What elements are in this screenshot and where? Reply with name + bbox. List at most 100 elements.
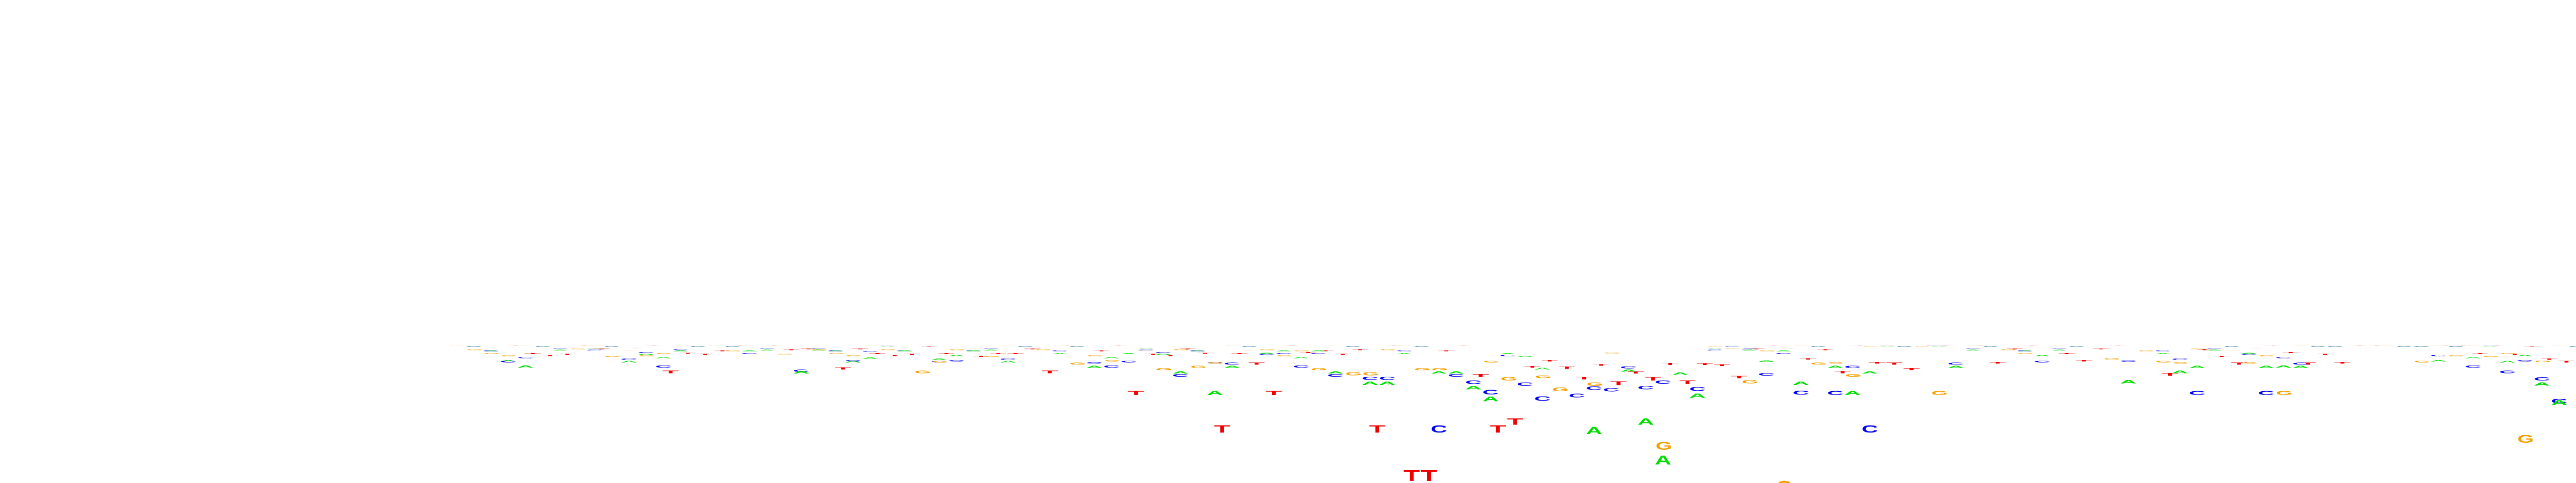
logo-letter-c: C: [845, 360, 861, 362]
logo-letter-a: A: [896, 350, 913, 352]
logo-letter-t: T: [1300, 352, 1317, 354]
logo-letter-c: C: [2172, 358, 2189, 361]
logo-letter-t: T: [2438, 346, 2454, 347]
logo-letter-t: T: [1611, 380, 1627, 386]
logo-letter-c: C: [1724, 346, 1740, 347]
logo-letter-t: T: [1283, 346, 1299, 347]
logo-letter-t: T: [1403, 467, 1420, 483]
logo-letter-a: A: [793, 370, 810, 375]
logo-letter-t: T: [2472, 353, 2489, 354]
logo-letter-a: A: [1327, 371, 1344, 374]
logo-letter-a: A: [1620, 369, 1637, 372]
logo-letter-c: C: [862, 351, 879, 352]
logo-letter-t: T: [524, 353, 541, 354]
logo-letter-a: A: [1396, 353, 1413, 355]
logo-letter-a: A: [2275, 365, 2292, 368]
logo-letter-g: G: [1345, 371, 1362, 376]
logo-letter-g: G: [604, 356, 621, 357]
logo-letter-g: G: [1138, 349, 1155, 350]
logo-letter-a: A: [1086, 365, 1103, 369]
logo-letter-c: C: [1603, 387, 1620, 392]
logo-letter-t: T: [2300, 362, 2316, 365]
logo-column: G A T C: [2242, 362, 2316, 397]
logo-letter-t: T: [1024, 349, 1041, 350]
logo-letter-c: C: [1948, 362, 1964, 365]
logo-letter-a: A: [1069, 346, 1086, 347]
logo-letter-a: A: [862, 357, 879, 359]
logo-letter-a: A: [603, 346, 620, 347]
logo-letter-a: A: [1241, 346, 1258, 347]
logo-letter-t: T: [1369, 423, 1386, 435]
logo-letter-a: A: [2155, 353, 2171, 355]
logo-letter-c: C: [1499, 355, 1516, 356]
logo-letter-a: A: [1414, 346, 1430, 347]
logo-letter-t: T: [1869, 362, 1885, 364]
logo-letter-g: G: [880, 349, 897, 350]
logo-letter-g: G: [2242, 362, 2258, 364]
logo-letter-a: A: [1517, 356, 1533, 357]
logo-letter-t: T: [938, 353, 955, 354]
logo-column: A T CG: [1741, 358, 1816, 385]
logo-letter-t: T: [1162, 355, 1179, 356]
logo-letter-t: T: [869, 353, 886, 354]
logo-letter-g: G: [1501, 376, 1517, 382]
logo-letter-c: C: [2258, 390, 2274, 397]
logo-letter-t: T: [1473, 373, 1489, 378]
logo-column: ACG T: [1363, 371, 1437, 483]
logo-letter-g: G: [932, 360, 948, 363]
logo-letter-c: C: [1827, 390, 1844, 397]
logo-letter-a: A: [1948, 365, 1964, 369]
logo-letter-c: C: [2499, 370, 2516, 375]
logo-letter-g: G: [1724, 348, 1741, 349]
logo-letter-t: T: [2575, 364, 2576, 367]
logo-letter-a: A: [1845, 390, 1861, 397]
logo-letter-a: A: [1775, 350, 1792, 352]
logo-letter-a: A: [2310, 346, 2326, 347]
logo-letter-c: C: [1792, 389, 1809, 396]
logo-letter-c: C: [1586, 385, 1602, 391]
logo-letter-g: G: [1070, 362, 1086, 365]
logo-letter-t: T: [1335, 354, 1351, 355]
logo-letter-a: A: [2120, 379, 2136, 384]
logo-letter-a: A: [1155, 354, 1172, 355]
logo-letter-c: C: [1206, 362, 1223, 364]
logo-letter-a: A: [1792, 380, 1809, 386]
logo-letter-t: T: [1318, 350, 1334, 352]
logo-letter-t: T: [2093, 349, 2110, 350]
logo-letter-t: T: [1421, 467, 1437, 483]
logo-letter-a: A: [1965, 350, 1981, 351]
logo-letter-a: A: [2051, 350, 2068, 351]
logo-letter-a: A: [1310, 350, 1327, 352]
logo-letter-t: T: [679, 353, 696, 354]
logo-letter-t: T: [1490, 423, 1506, 435]
logo-letter-a: A: [1138, 348, 1154, 349]
logo-letter-a: A: [466, 346, 482, 347]
logo-letter-g: G: [1535, 375, 1552, 379]
logo-letter-g: G: [1259, 349, 1276, 350]
logo-letter-c: C: [2448, 346, 2464, 347]
logo-letter-t: T: [2541, 358, 2558, 361]
logo-letter-a: A: [2482, 346, 2499, 347]
logo-letter-t: T: [835, 367, 851, 370]
